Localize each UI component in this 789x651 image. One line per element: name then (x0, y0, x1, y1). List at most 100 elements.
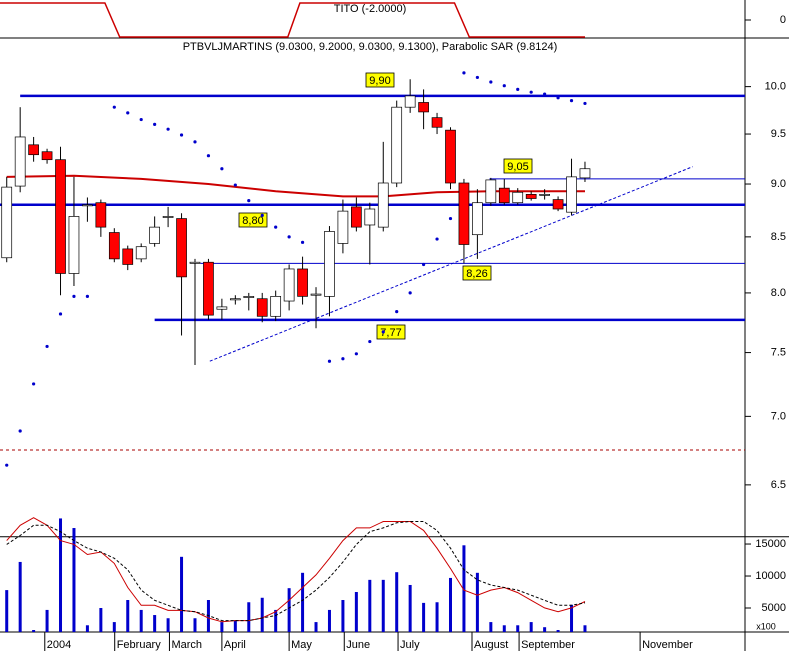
volume-bar (543, 627, 547, 632)
y-tick-label: 10000 (755, 570, 786, 582)
volume-bar (166, 618, 170, 632)
sar-dot (179, 133, 184, 137)
volume-bar (220, 622, 224, 632)
sar-dot (85, 294, 90, 298)
volume-bar (301, 572, 305, 632)
x-tick-label: February (117, 639, 162, 651)
candle-body (485, 179, 497, 204)
sar-dot (166, 127, 170, 131)
y-tick-label: 6.5 (771, 479, 786, 491)
sar-dot (327, 359, 332, 363)
candle-body (270, 296, 282, 317)
level-label-box (238, 212, 268, 228)
candle-body (364, 208, 376, 226)
candle-body (445, 129, 456, 184)
candle-body (256, 298, 268, 317)
candle-body (539, 194, 550, 196)
candle-body (95, 202, 107, 228)
volume-bar (193, 618, 197, 632)
volume-bar (516, 625, 520, 632)
sar-dot (502, 84, 506, 88)
volume-bar (489, 622, 493, 632)
sar-dot (58, 312, 63, 316)
candle-body (162, 216, 174, 218)
volume-bar (354, 592, 358, 632)
level-label: 7,77 (380, 327, 401, 339)
sar-dot (72, 294, 76, 298)
sar-dot (556, 96, 560, 100)
volume-bar (502, 625, 506, 632)
volume-bar (408, 584, 412, 632)
volume-bar (59, 518, 63, 632)
volume-bar (583, 625, 587, 632)
candle-body (458, 182, 470, 245)
sar-dot (45, 344, 49, 349)
sar-dot (274, 225, 278, 229)
candle-body (297, 268, 308, 297)
trendline (209, 166, 693, 362)
volume-bar (327, 609, 331, 632)
candle-body (41, 151, 53, 161)
volume-bar (368, 579, 372, 632)
x-tick-label: March (171, 639, 202, 651)
candle-body (283, 268, 295, 302)
volume-bar (18, 561, 22, 632)
volume-bar (32, 630, 36, 632)
candle-body (579, 168, 591, 179)
sar-dot (462, 71, 466, 75)
sar-dot (341, 357, 345, 361)
candle-body (552, 199, 564, 210)
sar-dot (300, 240, 305, 244)
volume-bar (529, 622, 533, 632)
sar-dot (32, 382, 36, 386)
candle-body (566, 176, 577, 213)
volume-bar (233, 620, 237, 632)
y-tick-label: 0 (780, 14, 786, 26)
level-label-box (376, 324, 406, 340)
level-label: 9,05 (507, 161, 528, 173)
y-tick-label: 15000 (755, 538, 786, 550)
candle-body (82, 204, 93, 207)
sar-dot (112, 105, 116, 109)
y-tick-label: 8.5 (771, 231, 786, 243)
level-label-box (365, 72, 395, 88)
x-tick-label: August (474, 639, 508, 651)
volume-bar (180, 556, 184, 632)
candle-body (108, 232, 120, 260)
sar-dot (422, 262, 426, 267)
volume-bar (435, 602, 439, 632)
candle-body (149, 226, 160, 244)
candle-body (68, 216, 80, 274)
candle-body (498, 187, 510, 204)
candle-body (176, 218, 187, 278)
volume-bar (341, 600, 345, 632)
sar-dot (206, 154, 211, 158)
sar-dot (583, 101, 587, 106)
volume-bar (260, 597, 264, 632)
volume-unit: x100 (756, 621, 776, 631)
volume-bar (287, 588, 291, 632)
sar-dot (233, 183, 237, 187)
sar-dot (139, 117, 143, 122)
y-tick-label: 7.5 (771, 346, 786, 358)
volume-bar (139, 609, 143, 632)
sar-dot (448, 216, 453, 221)
volume-bar (556, 630, 560, 632)
volume-bar (99, 608, 103, 632)
candle-body (135, 246, 147, 260)
oscillator-line (6, 521, 586, 622)
x-tick-label: 2004 (47, 639, 71, 651)
volume-bar (126, 600, 130, 632)
volume-bar (448, 577, 452, 632)
sar-dot (220, 167, 224, 171)
level-label: 8,80 (242, 215, 263, 227)
sar-dot (381, 330, 385, 334)
volume-bar (395, 572, 399, 632)
sar-dot (395, 309, 399, 314)
volume-bar (462, 545, 466, 632)
x-tick-label: November (642, 639, 693, 651)
sar-dot (18, 429, 22, 433)
x-tick-label: September (521, 639, 575, 651)
level-label-box (462, 265, 492, 281)
sar-dot (475, 75, 479, 80)
